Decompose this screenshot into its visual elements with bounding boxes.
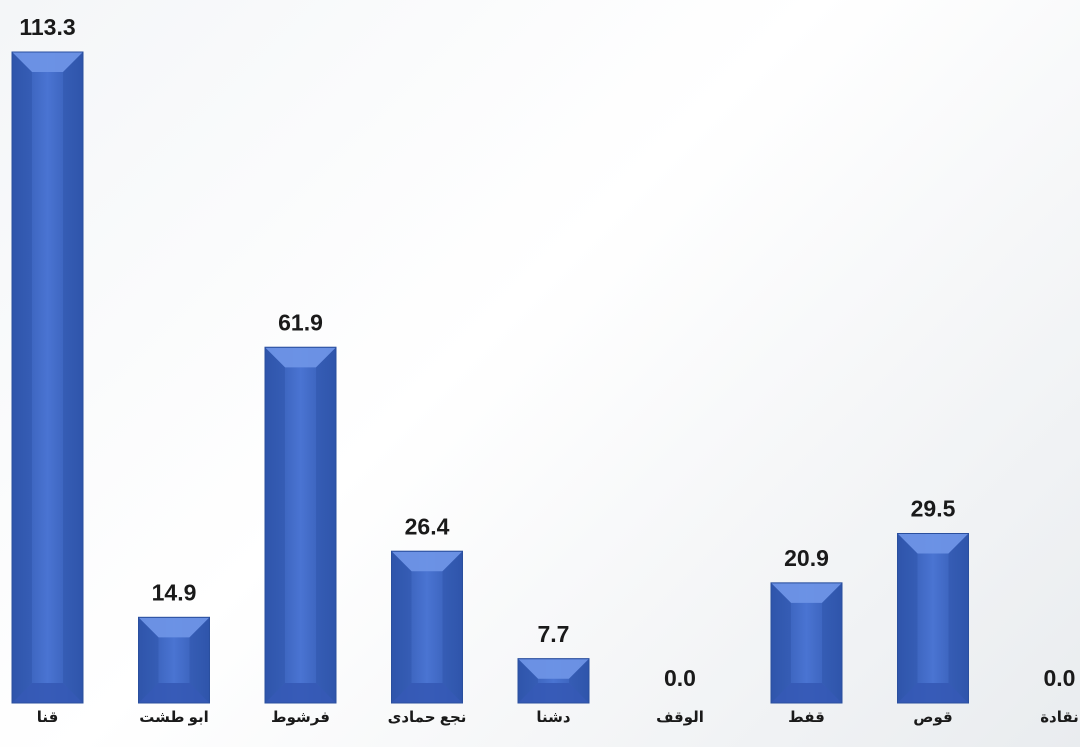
x-tick-label: نقادة <box>1040 709 1079 726</box>
value-labels-group: 113.3 14.9 61.9 26.4 7.7 0.0 20.9 29.5 0.0 <box>19 14 1075 691</box>
x-tick-label: الوقف <box>656 709 704 726</box>
bar <box>517 658 590 704</box>
bar <box>391 550 463 704</box>
bar-value-label: 26.4 <box>405 513 450 539</box>
bar-value-label: 0.0 <box>664 665 696 691</box>
bar-value-label: 61.9 <box>278 309 323 335</box>
bar-value-label: 7.7 <box>538 621 570 647</box>
bar <box>897 532 969 704</box>
bars-group <box>11 51 969 704</box>
bar <box>11 51 84 704</box>
x-tick-label: قوص <box>913 709 952 726</box>
bar-value-label: 113.3 <box>19 14 75 40</box>
x-tick-label: نجع حمادى <box>388 709 467 726</box>
x-tick-label: قفط <box>788 709 825 726</box>
bar <box>770 582 843 704</box>
x-tick-label: دشنا <box>536 709 571 726</box>
bar-value-label: 0.0 <box>1044 665 1076 691</box>
x-axis-tick-labels: قنا ابو طشت فرشوط نجع حمادى دشنا الوقف قفط قوص ن… <box>37 709 1079 726</box>
bar <box>138 616 210 704</box>
x-tick-label: فرشوط <box>271 709 330 726</box>
x-tick-label: قنا <box>37 709 59 726</box>
bar-value-label: 14.9 <box>152 579 197 605</box>
bar-value-label: 29.5 <box>911 495 956 521</box>
bar <box>264 346 337 704</box>
bar-value-label: 20.9 <box>784 545 829 571</box>
x-tick-label: ابو طشت <box>139 709 209 726</box>
